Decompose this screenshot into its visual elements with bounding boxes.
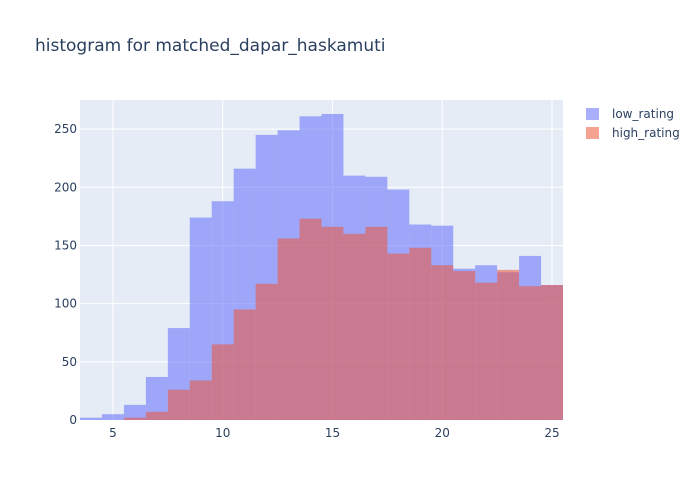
legend-label-low_rating[interactable]: low_rating — [612, 107, 674, 121]
histogram-bar-high_rating[interactable] — [189, 380, 212, 420]
chart-title: histogram for matched_dapar_haskamuti — [35, 36, 386, 56]
y-axis-ticks: 0 50 100 150 200 250 — [54, 122, 77, 427]
histogram-bar-high_rating[interactable] — [277, 238, 300, 420]
histogram-bar-high_rating[interactable] — [475, 282, 498, 420]
histogram-bar-high_rating[interactable] — [343, 233, 366, 420]
histogram-bar-high_rating[interactable] — [519, 286, 542, 420]
y-tick-label: 50 — [62, 355, 77, 369]
histogram-bar-high_rating[interactable] — [167, 389, 190, 420]
y-tick-label: 100 — [54, 297, 77, 311]
histogram-bar-high_rating[interactable] — [145, 411, 168, 420]
histogram-bar-high_rating[interactable] — [365, 226, 388, 420]
y-tick-label: 150 — [54, 238, 77, 252]
x-tick-label: 25 — [544, 426, 559, 440]
x-axis-ticks: 5 10 15 20 25 — [109, 426, 560, 440]
histogram-bar-low_rating[interactable] — [189, 217, 212, 420]
x-tick-label: 15 — [325, 426, 340, 440]
y-tick-label: 200 — [54, 180, 77, 194]
histogram-bar-high_rating[interactable] — [123, 417, 146, 420]
histogram-bar-high_rating[interactable] — [233, 309, 256, 420]
histogram-bar-low_rating[interactable] — [80, 417, 102, 420]
y-tick-label: 0 — [69, 413, 77, 427]
histogram-bar-high_rating[interactable] — [431, 265, 454, 420]
histogram-bar-high_rating[interactable] — [541, 285, 563, 420]
histogram-bar-low_rating[interactable] — [123, 404, 146, 420]
histogram-bar-high_rating[interactable] — [211, 344, 234, 420]
histogram-bar-high_rating[interactable] — [453, 271, 476, 420]
histogram-bar-low_rating[interactable] — [101, 414, 124, 420]
x-tick-label: 10 — [215, 426, 230, 440]
legend-swatch-low_rating[interactable] — [586, 108, 599, 120]
y-tick-label: 250 — [54, 122, 77, 136]
histogram-bar-high_rating[interactable] — [497, 269, 520, 420]
x-tick-label: 20 — [435, 426, 450, 440]
histogram-bar-high_rating[interactable] — [299, 218, 322, 420]
histogram-bar-high_rating[interactable] — [255, 283, 278, 420]
legend-swatch-high_rating[interactable] — [586, 127, 599, 139]
histogram-bar-low_rating[interactable] — [145, 376, 168, 420]
histogram-bars — [80, 113, 563, 421]
legend[interactable]: low_rating high_rating — [586, 107, 680, 140]
x-tick-label: 5 — [109, 426, 117, 440]
histogram-bar-high_rating[interactable] — [387, 253, 410, 420]
legend-label-high_rating[interactable]: high_rating — [612, 126, 680, 140]
histogram-bar-high_rating[interactable] — [321, 226, 344, 420]
histogram-bar-high_rating[interactable] — [409, 247, 432, 420]
